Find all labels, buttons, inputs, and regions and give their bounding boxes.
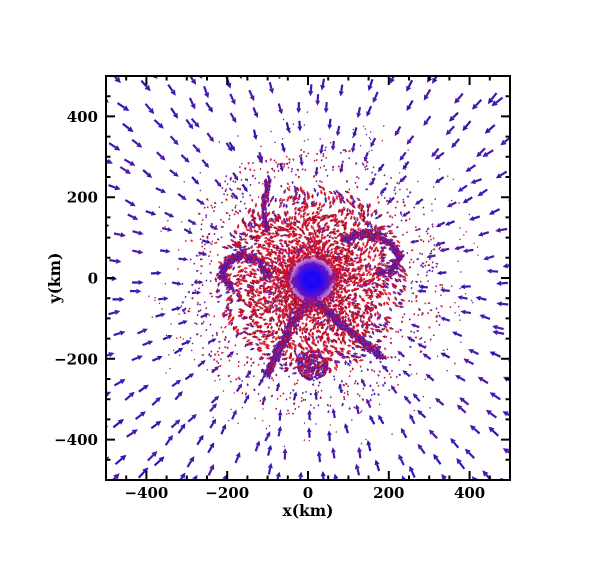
field-path [184, 146, 442, 412]
field-path [180, 144, 440, 409]
field-path [187, 158, 432, 405]
field-path [189, 148, 444, 415]
x-tick-label: 200 [373, 484, 404, 502]
field-layer [106, 76, 510, 480]
field-path [161, 131, 473, 442]
central-core-blob [286, 254, 339, 307]
y-tick-label: −200 [54, 350, 98, 368]
x-tick-label: −400 [124, 484, 168, 502]
velocity-arrows-layer [106, 76, 510, 480]
tick-labels: −400 −200 0 200 400 −400 −200 0 200 400 [54, 108, 485, 502]
x-axis-label: x(km) [282, 501, 333, 520]
x-tick-label: 0 [303, 484, 313, 502]
axis-ticks [106, 76, 510, 480]
field-path [220, 182, 402, 372]
tick-marks [106, 76, 510, 480]
particle-swarm-layer [148, 111, 479, 448]
y-tick-label: 200 [67, 189, 98, 207]
field-path [164, 125, 479, 442]
field-path [164, 111, 474, 445]
core-blob-center [303, 271, 322, 290]
field-path [181, 149, 434, 407]
field-path [106, 76, 510, 480]
field-path [106, 76, 510, 480]
x-tick-label: −200 [205, 484, 249, 502]
y-tick-label: 400 [67, 108, 98, 126]
y-tick-label: 0 [88, 270, 98, 288]
y-axis-label: y(km) [45, 253, 64, 305]
x-tick-label: 400 [454, 484, 485, 502]
y-tick-label: −400 [54, 431, 98, 449]
field-path [148, 130, 471, 448]
